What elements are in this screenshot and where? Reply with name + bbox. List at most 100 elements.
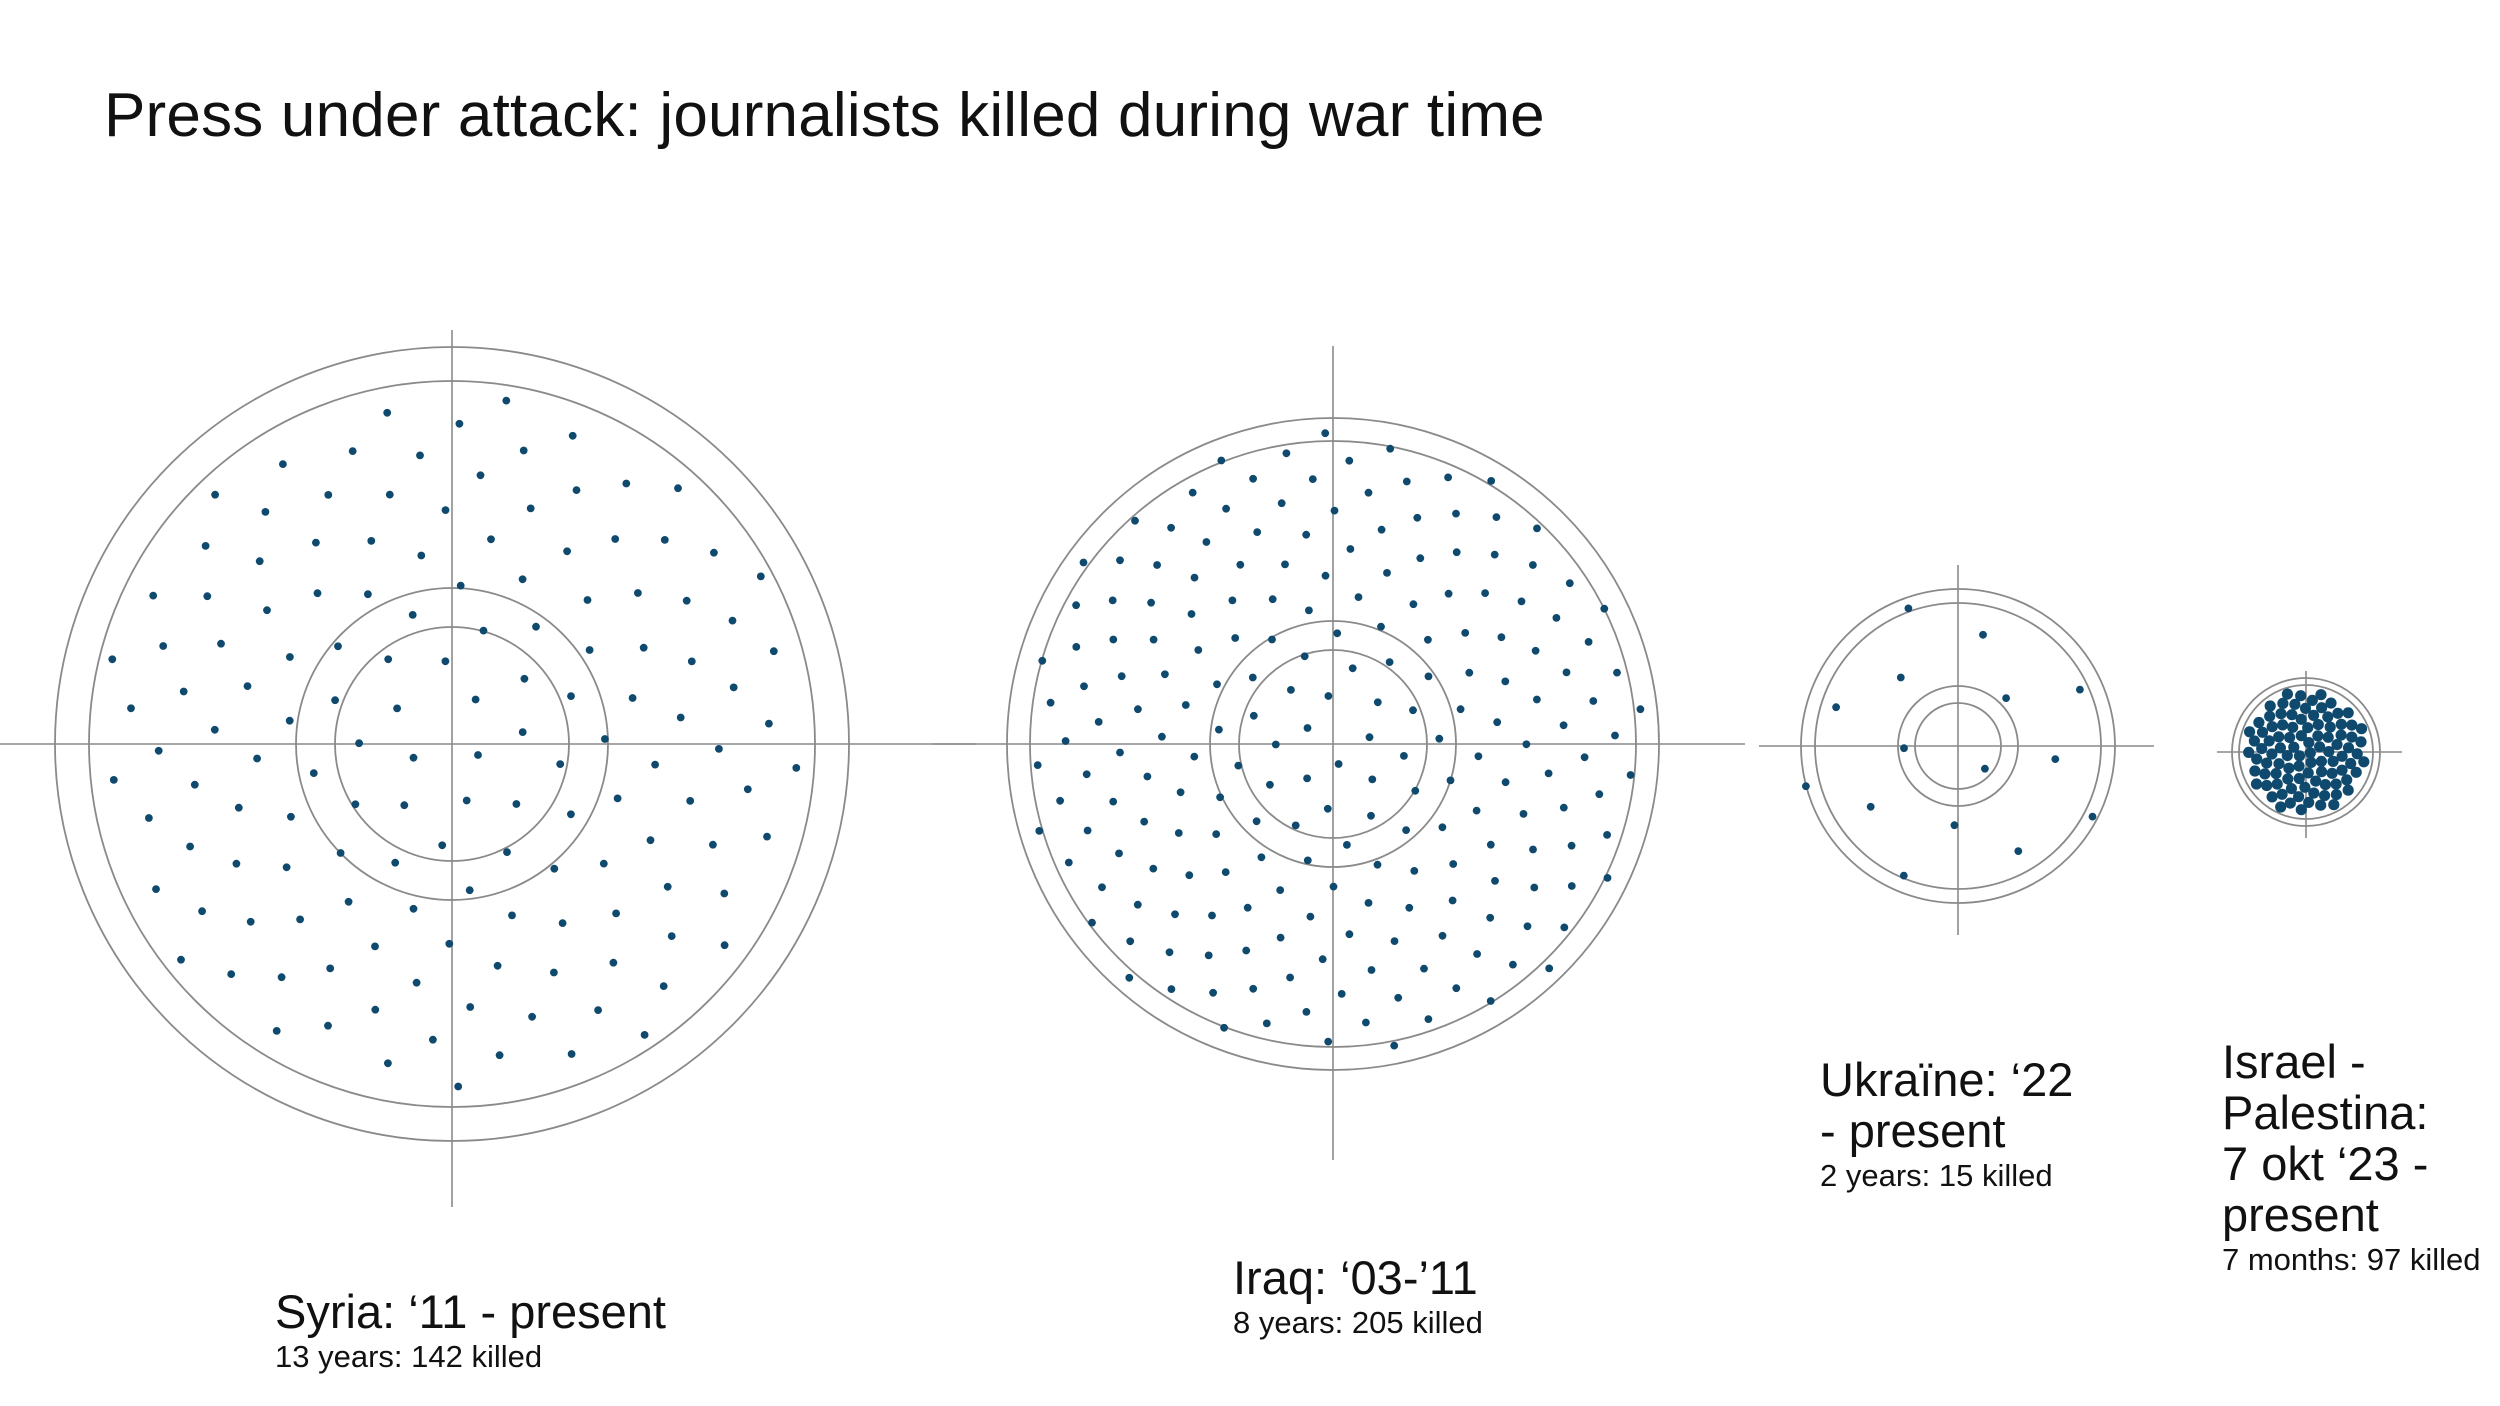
israel-palestina-journalist-dot (2325, 697, 2337, 709)
syria-journalist-dot (756, 572, 765, 581)
israel-palestina-journalist-dot (2315, 755, 2327, 768)
syria-journalist-dot (243, 682, 252, 690)
israel-palestina-journalist-dot (2304, 747, 2316, 759)
israel-palestina-journalist-dot (2302, 767, 2314, 779)
israel-palestina-journalist-dot (2342, 742, 2355, 754)
iraq-journalist-dot (1291, 821, 1300, 830)
israel-palestina-journalist-dot (2293, 750, 2306, 762)
syria-journalist-dot (520, 674, 529, 683)
iraq-journalist-dot (1131, 516, 1139, 525)
iraq-journalist-dot (1509, 960, 1517, 969)
israel-palestina-journalist-dot (2274, 742, 2286, 754)
ukraine-journalist-dot (1802, 782, 1810, 791)
syria-journalist-dot (282, 863, 291, 872)
iraq-journalist-dot (1424, 1015, 1433, 1023)
syria-journalist-dot (438, 841, 447, 850)
syria-journalist-dot (639, 643, 648, 652)
syria-journalist-dot (384, 655, 393, 664)
syria-journalist-dot (324, 491, 333, 499)
iraq-journalist-dot (1493, 718, 1502, 727)
syria-journalist-dot (476, 471, 485, 480)
israel-palestina-journalist-dot (2322, 711, 2334, 723)
ukraine-ring-3 (1897, 685, 2019, 807)
syria-journalist-dot (550, 864, 559, 873)
iraq-journalist-dot (1533, 695, 1541, 704)
syria-journalist-dot (640, 1031, 649, 1039)
syria-journalist-dot (331, 696, 339, 705)
israel-palestina-journalist-dot (2276, 788, 2288, 800)
caption-israel-palestina-title-line-3: 7 okt ‘23 - (2222, 1137, 2429, 1190)
syria-journalist-dot (646, 836, 655, 845)
syria-journalist-dot (743, 785, 752, 794)
iraq-journalist-dot (1266, 780, 1274, 789)
iraq-journalist-dot (1185, 871, 1194, 880)
syria-journalist-dot (567, 692, 575, 700)
iraq-journalist-dot (1323, 804, 1332, 813)
syria-journalist-dot (211, 490, 220, 499)
iraq-journalist-dot (1133, 900, 1142, 909)
syria-journalist-dot (622, 479, 631, 488)
israel-palestina-journalist-dot (2244, 726, 2256, 738)
syria-journalist-dot (412, 978, 421, 987)
iraq-journalist-dot (1109, 635, 1118, 644)
israel-palestina-journalist-dot (2266, 748, 2278, 760)
iraq-journalist-dot (1390, 1041, 1399, 1050)
caption-ukraine-subtitle: 2 years: 15 killed (1820, 1158, 2053, 1193)
syria-journalist-dot (609, 958, 618, 967)
syria-journalist-dot (519, 446, 528, 455)
iraq-journalist-dot (1098, 883, 1106, 892)
iraq-journalist-dot (1243, 903, 1252, 912)
israel-palestina-journalist-dot (2286, 709, 2298, 721)
iraq-journalist-dot (1584, 638, 1593, 646)
iraq-journalist-dot (1208, 911, 1216, 920)
iraq-journalist-dot (1560, 923, 1569, 932)
israel-palestina-journalist-dot (2324, 721, 2336, 733)
iraq-journalist-dot (1318, 955, 1327, 964)
syria-journalist-dot (532, 622, 540, 631)
syria-journalist-dot (599, 859, 608, 868)
syria-journalist-dot (149, 591, 158, 600)
iraq-journalist-dot (1405, 903, 1414, 912)
syria-journalist-dot (371, 1005, 380, 1014)
israel-palestina-journalist-dot (2284, 797, 2296, 809)
iraq-journalist-dot (1420, 964, 1428, 973)
caption-syria: Syria: ‘11 - present 13 years: 142 kille… (275, 1286, 666, 1375)
israel-palestina-journalist-dot (2336, 764, 2348, 776)
iraq-journalist-dot (1456, 705, 1465, 714)
caption-israel-palestina: Israel - Palestina: 7 okt ‘23 - present … (2222, 1036, 2480, 1278)
iraq-journalist-dot (1580, 753, 1589, 762)
syria-journalist-dot (385, 490, 394, 499)
iraq-journalist-dot (1486, 997, 1495, 1005)
iraq-journalist-dot (1204, 951, 1213, 960)
israel-palestina-journalist-dot (2277, 697, 2289, 710)
syria-journalist-dot (763, 832, 771, 841)
israel-palestina-journalist-dot (2275, 801, 2287, 813)
iraq-journalist-dot (1354, 593, 1363, 601)
iraq-journalist-dot (1486, 913, 1495, 922)
iraq-journalist-dot (1362, 1018, 1370, 1027)
syria-journalist-dot (367, 537, 376, 545)
iraq-journalist-dot (1377, 525, 1386, 534)
syria-journalist-dot (416, 451, 424, 460)
iraq-journalist-dot (1082, 770, 1091, 779)
syria-journalist-dot (351, 800, 360, 809)
syria-journalist-dot (355, 739, 363, 748)
israel-palestina-journalist-dot (2266, 791, 2278, 803)
ukraine-journalist-dot (1979, 630, 1987, 639)
syria-journalist-dot (601, 735, 609, 743)
syria-journalist-dot (312, 538, 320, 547)
syria-journalist-dot (177, 955, 185, 964)
israel-palestina-journalist-dot (2253, 716, 2265, 729)
syria-journalist-dot (512, 800, 521, 808)
syria-journalist-dot (429, 1035, 437, 1044)
israel-palestina-journalist-dot (2264, 700, 2276, 712)
syria-journalist-dot (585, 646, 594, 654)
iraq-journalist-dot (1167, 523, 1175, 532)
syria-journalist-dot (371, 942, 379, 951)
iraq-ring-4 (1238, 649, 1428, 839)
caption-iraq-title: Iraq: ‘03-’11 (1233, 1251, 1478, 1304)
syria-journalist-dot (253, 754, 261, 763)
ukraine-journalist-dot (1896, 673, 1905, 682)
syria-journalist-dot (334, 642, 342, 651)
syria-journalist-dot (471, 695, 480, 704)
